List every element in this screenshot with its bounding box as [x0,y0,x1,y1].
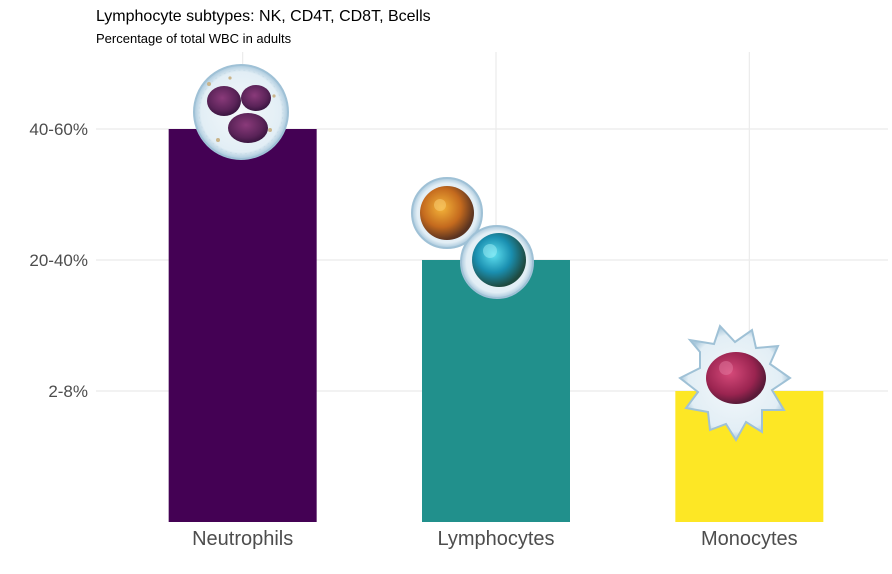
bars [168,129,824,522]
y-tick-label: 20-40% [29,251,88,270]
chart-subtitle: Percentage of total WBC in adults [96,31,292,46]
lymphocyte-cell-icon-orange [411,177,483,249]
lymphocyte-cell-icon-blue [460,225,534,299]
y-axis-ticks: 2-8% 20-40% 40-60% [29,120,88,401]
monocyte-cell-icon [678,324,792,442]
x-tick-label: Monocytes [701,528,798,550]
chart-title: Lymphocyte subtypes: NK, CD4T, CD8T, Bce… [96,8,431,25]
x-tick-label: Lymphocytes [437,528,554,550]
x-axis-ticks: Neutrophils Lymphocytes Monocytes [192,528,798,550]
y-tick-label: 40-60% [29,120,88,139]
neutrophil-cell-icon [193,64,289,160]
bar-neutrophils [168,129,317,522]
x-tick-label: Neutrophils [192,528,293,550]
y-tick-label: 2-8% [48,382,88,401]
bar-lymphocytes [422,260,570,522]
